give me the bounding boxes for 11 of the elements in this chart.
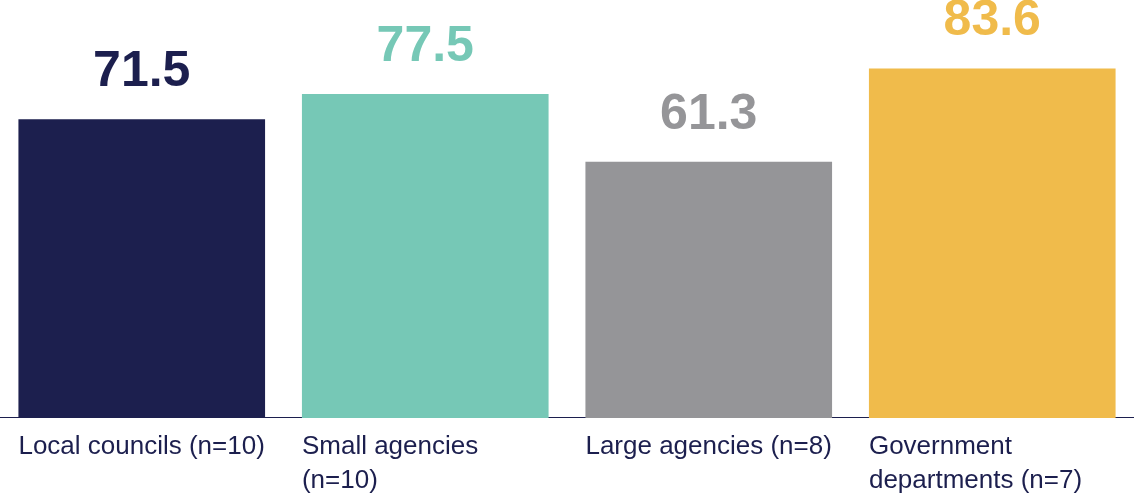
data-label: 61.3 bbox=[660, 83, 758, 140]
x-tick-label: Large agencies (n=8) bbox=[585, 429, 833, 462]
data-label: 77.5 bbox=[376, 15, 474, 72]
bar bbox=[585, 161, 833, 418]
x-tick-label: Local councils (n=10) bbox=[18, 429, 266, 462]
bar bbox=[868, 68, 1116, 418]
data-label: 83.6 bbox=[943, 0, 1041, 47]
data-label: 71.5 bbox=[93, 40, 191, 97]
x-tick-label: Government departments (n=7) bbox=[868, 429, 1084, 496]
bar bbox=[301, 94, 549, 418]
x-tick-label: Small agencies (n=10) bbox=[301, 429, 480, 496]
